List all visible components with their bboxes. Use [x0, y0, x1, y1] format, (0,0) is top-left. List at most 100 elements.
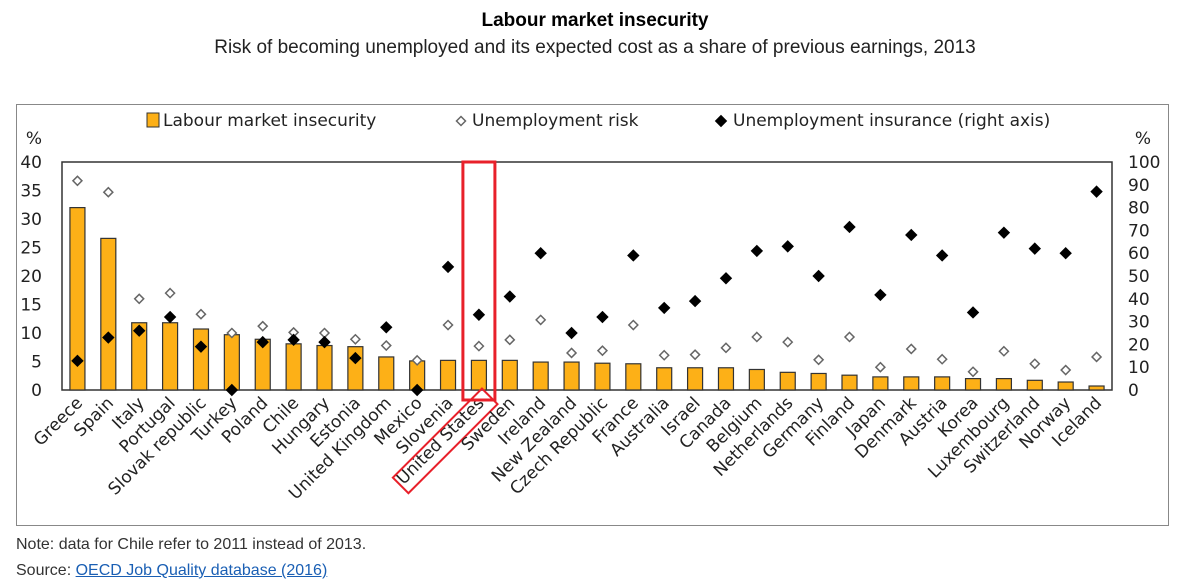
legend-bar-swatch — [146, 112, 160, 128]
legend-label-insecurity: Labour market insecurity — [163, 111, 376, 131]
source-label: Source: — [16, 562, 72, 579]
insurance-point — [287, 333, 300, 347]
risk-point — [133, 293, 145, 305]
y2-tick-label: 30 — [1128, 313, 1150, 333]
bar-united-states — [470, 359, 488, 391]
y-tick-label: 15 — [20, 296, 42, 316]
y2-tick-label: 50 — [1128, 267, 1150, 287]
risk-point — [843, 331, 856, 343]
risk-point — [565, 347, 578, 359]
risk-point — [782, 336, 794, 348]
bar-portugal — [161, 322, 179, 391]
insurance-point — [225, 383, 239, 397]
insurance-point — [163, 310, 177, 324]
insurance-point — [534, 246, 547, 260]
risk-point — [658, 349, 670, 361]
insurance-point — [410, 383, 424, 397]
y2-tick-label: 80 — [1128, 199, 1150, 219]
y2-axis-unit: % — [1135, 129, 1151, 149]
y-tick-label: 35 — [20, 182, 42, 202]
insurance-point — [935, 249, 949, 262]
highlight-label-outline — [391, 387, 499, 495]
risk-point — [998, 345, 1010, 357]
bar-austria — [934, 376, 951, 391]
risk-point — [349, 333, 361, 345]
insurance-point — [441, 260, 455, 274]
y-tick-label: 25 — [20, 239, 42, 259]
insurance-point — [71, 354, 84, 368]
risk-point — [967, 366, 979, 378]
bar-slovak-republic — [192, 328, 210, 391]
legend-label-risk: Unemployment risk — [472, 111, 639, 131]
bar-france — [625, 363, 642, 391]
bar-denmark — [903, 376, 920, 391]
chart-source: Source: OECD Job Quality database (2016) — [16, 562, 327, 580]
highlight-label-box — [391, 387, 499, 495]
risk-point — [1029, 358, 1041, 370]
risk-point — [102, 186, 114, 198]
bar-czech-republic — [594, 362, 611, 391]
insurance-point — [719, 272, 733, 285]
insurance-point — [997, 226, 1011, 239]
y2-tick-label: 20 — [1128, 335, 1150, 355]
risk-point — [535, 314, 547, 326]
bar-turkey — [223, 334, 240, 391]
insurance-point — [472, 308, 486, 321]
risk-point — [1060, 364, 1072, 376]
source-link[interactable]: OECD Job Quality database (2016) — [75, 562, 328, 579]
y-tick-label: 10 — [20, 324, 42, 344]
insurance-point — [657, 301, 671, 315]
insurance-point — [349, 351, 362, 365]
risk-point — [1090, 351, 1103, 363]
insurance-point — [627, 249, 640, 262]
insurance-point — [132, 324, 146, 337]
risk-point — [504, 334, 516, 346]
bar-united-kingdom — [378, 356, 395, 391]
y2-tick-label: 90 — [1128, 176, 1150, 196]
y2-tick-label: 40 — [1128, 290, 1150, 310]
y-tick-label: 40 — [20, 153, 42, 173]
risk-point — [380, 339, 392, 352]
bar-switzerland — [1026, 379, 1043, 391]
y2-tick-label: 60 — [1128, 244, 1150, 264]
bar-spain — [100, 237, 117, 391]
bar-ireland — [532, 361, 549, 391]
insurance-point — [1059, 246, 1072, 260]
risk-point — [596, 345, 609, 357]
risk-point — [226, 327, 238, 339]
risk-point — [164, 287, 176, 299]
bar-new-zealand — [563, 361, 580, 391]
insurance-point — [596, 310, 609, 324]
insurance-point — [503, 290, 517, 303]
bar-hungary — [316, 344, 333, 391]
risk-point — [71, 175, 84, 187]
bar-sweden — [501, 359, 518, 391]
bar-canada — [717, 367, 735, 391]
risk-point — [473, 340, 485, 352]
y-tick-label: 30 — [20, 210, 42, 230]
insurance-point — [905, 228, 918, 242]
y-tick-label: 20 — [20, 267, 42, 287]
bar-germany — [810, 372, 827, 391]
y2-tick-label: 0 — [1128, 381, 1139, 401]
insurance-point — [565, 326, 578, 340]
bar-chile — [285, 343, 302, 391]
plot-area — [61, 161, 1113, 391]
bar-norway — [1057, 381, 1074, 391]
insurance-point — [102, 331, 115, 344]
risk-point — [813, 354, 825, 366]
insurance-point — [812, 269, 825, 283]
bar-finland — [841, 374, 858, 391]
insurance-point — [318, 335, 331, 349]
bar-italy — [131, 322, 148, 391]
insurance-point — [1090, 185, 1103, 198]
legend-open-diamond — [455, 115, 467, 127]
insurance-point — [256, 335, 269, 349]
risk-point — [720, 342, 732, 354]
chart-subtitle: Risk of becoming unemployed and its expe… — [214, 37, 976, 58]
bar-slovenia — [439, 359, 457, 391]
risk-point — [751, 331, 763, 343]
bar-netherlands — [779, 371, 796, 391]
y2-tick-label: 70 — [1128, 221, 1150, 241]
